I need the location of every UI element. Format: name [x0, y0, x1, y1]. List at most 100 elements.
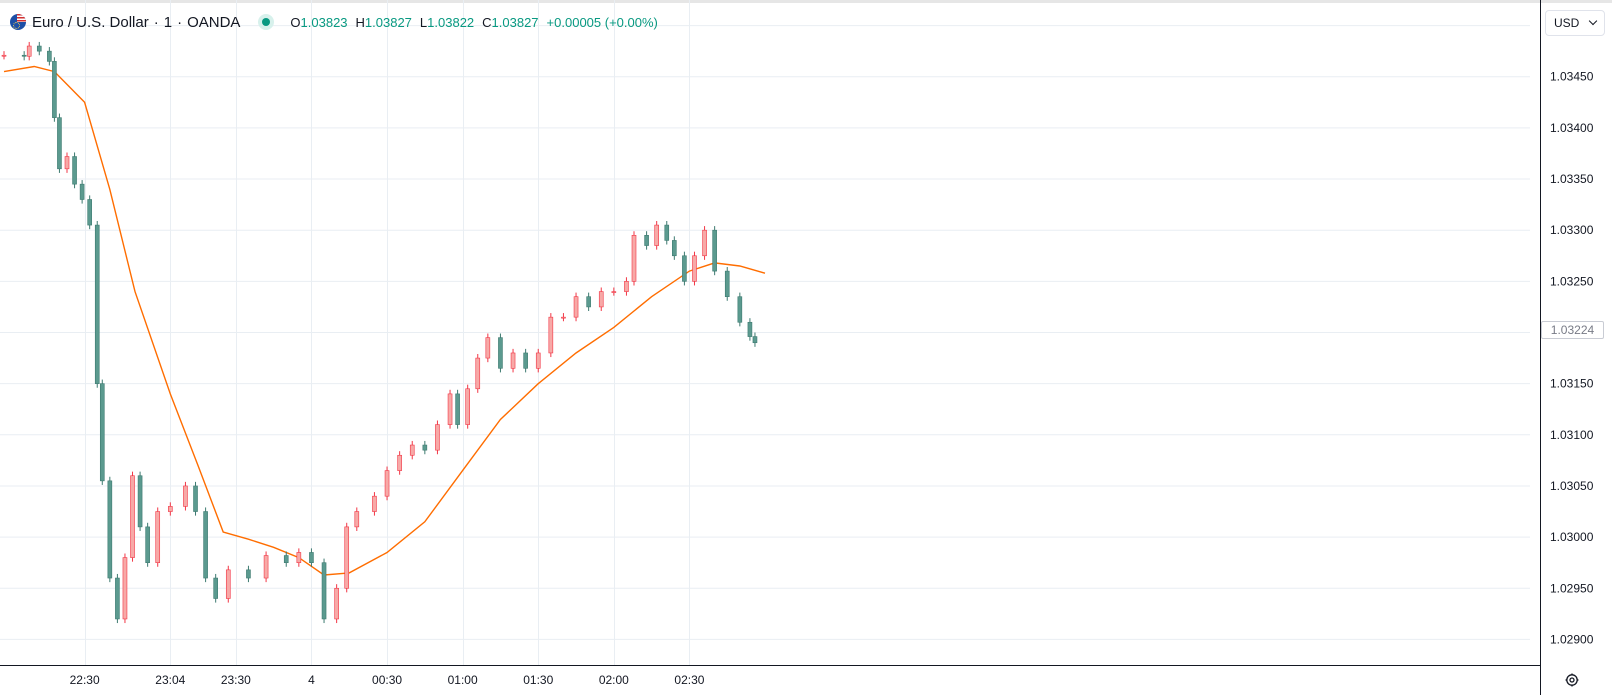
- candle-body: [79, 183, 85, 200]
- candle-body: [548, 316, 554, 354]
- x-axis-ticks: 22:30 23:04 23:30 4 00:30 01:00 01:30 02:00 02:3…: [70, 673, 705, 687]
- candle: [155, 507, 161, 567]
- x-tick-label: 02:00: [599, 673, 629, 687]
- candle-body: [384, 470, 390, 497]
- candle: [611, 287, 617, 296]
- candle-body: [354, 511, 360, 528]
- candle-body: [94, 224, 100, 384]
- y-tick-label: 1.03250: [1550, 274, 1594, 288]
- candle: [692, 251, 697, 286]
- currency-select[interactable]: USD: [1545, 10, 1605, 36]
- x-tick-label: 01:30: [523, 673, 553, 687]
- last-price-label: 1.03224: [1541, 321, 1604, 339]
- candle-body: [155, 511, 161, 563]
- candle-body: [203, 511, 208, 579]
- ohlc-legend: O1.03823 H1.03827 L1.03822 C1.03827 +0.0…: [290, 15, 657, 30]
- x-tick-label: 01:00: [448, 673, 478, 687]
- candle: [47, 47, 52, 66]
- candle-body: [654, 224, 659, 246]
- separator: ·: [177, 13, 183, 31]
- candle: [465, 384, 470, 429]
- candle: [672, 236, 677, 260]
- candle-body: [372, 495, 377, 512]
- candle: [168, 502, 173, 516]
- candle: [213, 573, 218, 603]
- candle: [712, 226, 717, 276]
- change-value: +0.00005 (+0.00%): [546, 14, 658, 30]
- candle-body: [52, 61, 57, 118]
- y-tick-label: 1.03350: [1550, 172, 1594, 186]
- moving-average-line: [3, 65, 766, 576]
- candle: [535, 348, 541, 373]
- candle-body: [737, 296, 743, 323]
- symbol-name[interactable]: Euro / U.S. Dollar: [32, 13, 149, 31]
- candle-body: [36, 45, 42, 52]
- candle: [107, 476, 113, 583]
- candle-body: [523, 352, 528, 369]
- high-value: 1.03827: [364, 14, 412, 30]
- candle-body: [168, 506, 173, 512]
- candle-body: [183, 485, 188, 507]
- y-tick-label: 1.03000: [1550, 530, 1594, 544]
- candle: [435, 420, 440, 455]
- chart-grid: [0, 0, 1530, 665]
- candle-body: [26, 45, 32, 57]
- candle-body: [246, 569, 251, 579]
- x-tick-label: 00:30: [372, 673, 402, 687]
- candle: [397, 451, 402, 475]
- candle: [26, 41, 32, 61]
- candle: [246, 565, 251, 583]
- candle: [57, 113, 62, 173]
- candle-body: [397, 454, 402, 471]
- candle: [283, 551, 289, 567]
- candle: [664, 220, 670, 245]
- close-value: 1.03827: [491, 14, 539, 30]
- candle-body: [435, 424, 440, 451]
- candle: [130, 471, 135, 562]
- candle: [36, 41, 42, 56]
- x-tick-label: 23:04: [155, 673, 185, 687]
- candle-body: [107, 480, 113, 579]
- candle-body: [422, 444, 428, 451]
- candle-body: [87, 199, 92, 226]
- y-tick-label: 1.03150: [1550, 377, 1594, 391]
- candle: [79, 180, 85, 204]
- candle: [296, 548, 302, 567]
- symbol-header[interactable]: Euro / U.S. Dollar · 1 · OANDA O1.03823 …: [10, 10, 658, 34]
- candle: [309, 548, 314, 567]
- candle: [485, 333, 491, 363]
- candle: [64, 152, 70, 173]
- interval[interactable]: 1: [163, 13, 173, 31]
- open-value: 1.03823: [300, 14, 348, 30]
- y-tick-label: 1.03050: [1550, 479, 1594, 493]
- close-key: C: [482, 14, 492, 30]
- candle: [225, 565, 231, 603]
- candle: [737, 292, 743, 327]
- candle: [548, 313, 554, 358]
- candle-body: [447, 393, 453, 425]
- candle-body: [137, 475, 143, 528]
- candle: [422, 440, 428, 455]
- candle: [183, 481, 188, 511]
- candle: [263, 551, 269, 583]
- candle-body: [455, 393, 460, 425]
- candles-layer: [1, 41, 758, 624]
- exchange[interactable]: OANDA: [187, 13, 241, 31]
- candle: [752, 332, 758, 347]
- market-open-dot-icon: [258, 14, 275, 30]
- gear-icon[interactable]: [1564, 672, 1580, 688]
- y-tick-label: 1.03400: [1550, 121, 1594, 135]
- candle-body: [598, 291, 604, 308]
- candle: [447, 389, 453, 429]
- y-tick-label: 1.03100: [1550, 428, 1594, 442]
- candle: [321, 558, 327, 624]
- candle: [354, 507, 360, 531]
- candle: [624, 277, 629, 296]
- candle: [193, 481, 198, 516]
- candle-body: [498, 337, 503, 369]
- candle-body: [1, 54, 7, 57]
- candle-body: [724, 270, 730, 297]
- candle-body: [263, 555, 269, 579]
- candle-body: [57, 117, 62, 170]
